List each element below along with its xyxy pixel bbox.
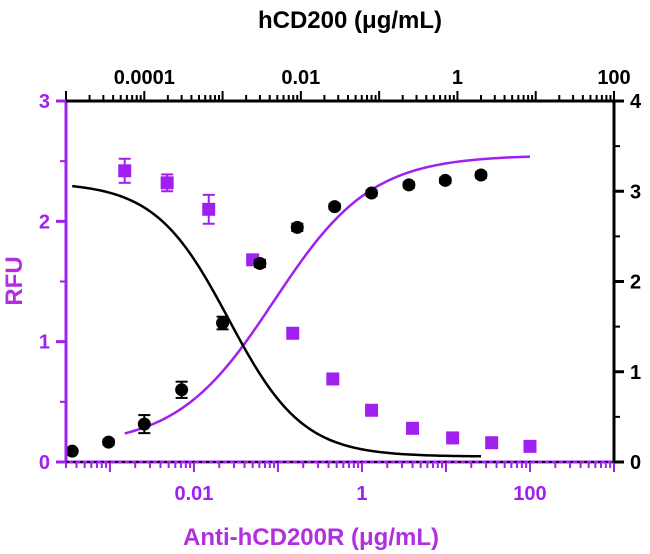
y-left-tick-label: 0 <box>39 452 50 474</box>
x-bottom-tick-label: 1 <box>356 483 367 505</box>
y-right-tick-label: 3 <box>630 181 641 203</box>
x-axis-bottom-title: Anti-hCD200R (μg/mL) <box>183 524 439 551</box>
black-series-point <box>216 316 230 330</box>
series-layer <box>65 155 537 458</box>
x-axis-top-title: hCD200 (μg/mL) <box>258 7 442 34</box>
purple-series-point <box>446 431 460 445</box>
black-series-point <box>175 383 189 397</box>
purple-series-point <box>365 403 379 417</box>
x-bottom-tick-label: 100 <box>513 483 546 505</box>
black-series-point <box>402 178 416 192</box>
x-top-tick-label: 100 <box>597 67 630 89</box>
y-right-tick-label: 4 <box>630 91 642 113</box>
x-top-tick-label: 1 <box>452 67 463 89</box>
purple-series-point <box>160 176 174 190</box>
purple-series-point <box>118 164 132 178</box>
black-series-point <box>290 220 304 234</box>
black-series-fit-curve <box>72 184 481 458</box>
axes-layer: 0.01 1 100 0.0001 0.01 1 100 0 1 2 3 0 1 2 3 4 <box>39 67 642 505</box>
black-series-point <box>137 417 151 431</box>
x-bottom-tick-label: 0.01 <box>174 483 213 505</box>
y-right-tick-label: 2 <box>630 272 641 294</box>
x-top-tick-label: 0.01 <box>281 67 320 89</box>
black-series-point <box>328 200 342 214</box>
purple-series-point <box>406 421 420 435</box>
black-series-point <box>65 444 79 458</box>
x-top-tick-label: 0.0001 <box>114 67 175 89</box>
black-series-point <box>365 186 379 200</box>
purple-series-point <box>485 436 499 450</box>
y-right-tick-label: 1 <box>630 362 641 384</box>
purple-series-point <box>326 372 340 386</box>
purple-series-fit-curve <box>124 155 531 435</box>
black-series-point <box>438 173 452 187</box>
y-left-tick-label: 2 <box>39 211 50 233</box>
y-axis-left-title: RFU <box>1 256 28 305</box>
black-series-point <box>102 435 116 449</box>
y-right-tick-label: 0 <box>630 452 641 474</box>
black-series-point <box>253 256 267 270</box>
purple-series-point <box>202 202 216 216</box>
black-series-point <box>474 168 488 182</box>
purple-series-point <box>523 439 537 453</box>
y-left-tick-label: 1 <box>39 332 50 354</box>
purple-series-point <box>286 326 300 340</box>
y-left-tick-label: 3 <box>39 91 50 113</box>
